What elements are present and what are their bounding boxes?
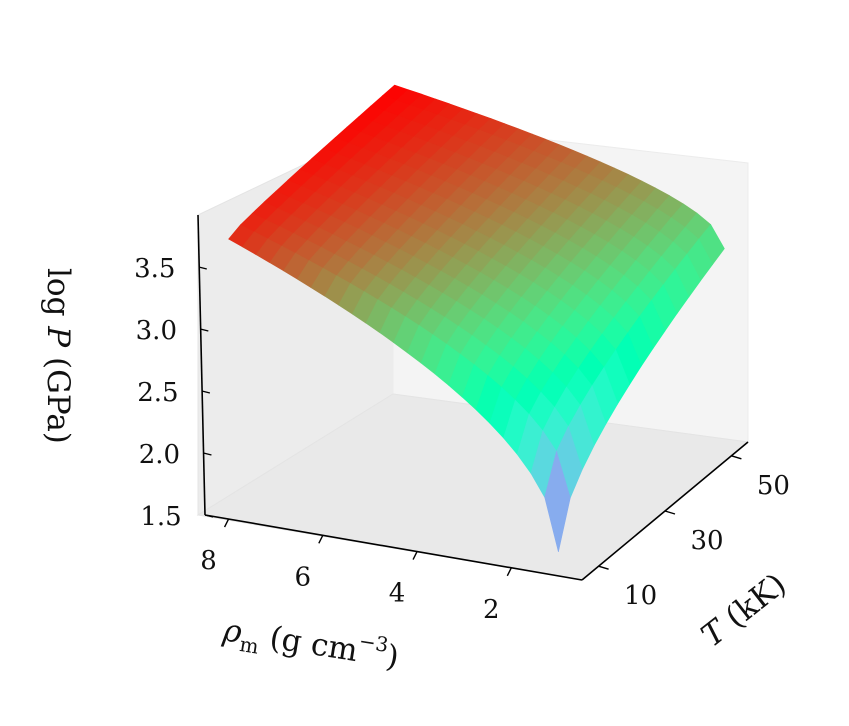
x-axis-line (204, 514, 583, 581)
y-tick-label: 10 (624, 581, 657, 611)
x-tick-label: 8 (200, 546, 217, 576)
z-tick (198, 266, 207, 270)
x-tick-label: 6 (295, 562, 312, 592)
surface-patch (544, 450, 571, 552)
x-tick (223, 518, 230, 528)
x-tick-label: 2 (483, 595, 500, 625)
axis-ticks (198, 266, 742, 577)
x-tick-label: 4 (389, 579, 406, 609)
z-tick-label: 2.5 (137, 378, 178, 408)
y-tick (731, 455, 742, 460)
z-axis-title: log P (GPa) (40, 268, 76, 444)
z-tick (200, 328, 209, 332)
y-tick-label: 30 (690, 526, 723, 556)
x-tick (506, 567, 512, 577)
z-tick-label: 3.0 (136, 316, 177, 346)
x-axis-title: ρm (g cm−3) (219, 607, 402, 680)
y-axis-title: T (kK) (695, 566, 793, 654)
y-tick (598, 565, 609, 570)
z-tick-label: 1.5 (140, 502, 181, 532)
z-tick-label: 3.5 (134, 254, 175, 284)
z-tick (204, 514, 214, 518)
y-tick (664, 510, 676, 515)
x-tick (318, 534, 324, 544)
z-tick-label: 2.0 (139, 440, 180, 470)
x-tick (412, 551, 418, 560)
z-tick (201, 390, 211, 394)
z-tick (203, 452, 212, 456)
pressure-surface (228, 84, 725, 552)
y-tick-label: 50 (757, 471, 790, 501)
axis-tick-labels: 8 6 4 2 10 30 50 1.5 2.0 2.5 3.0 3.5 (134, 254, 790, 625)
z-axis-line (197, 214, 206, 516)
